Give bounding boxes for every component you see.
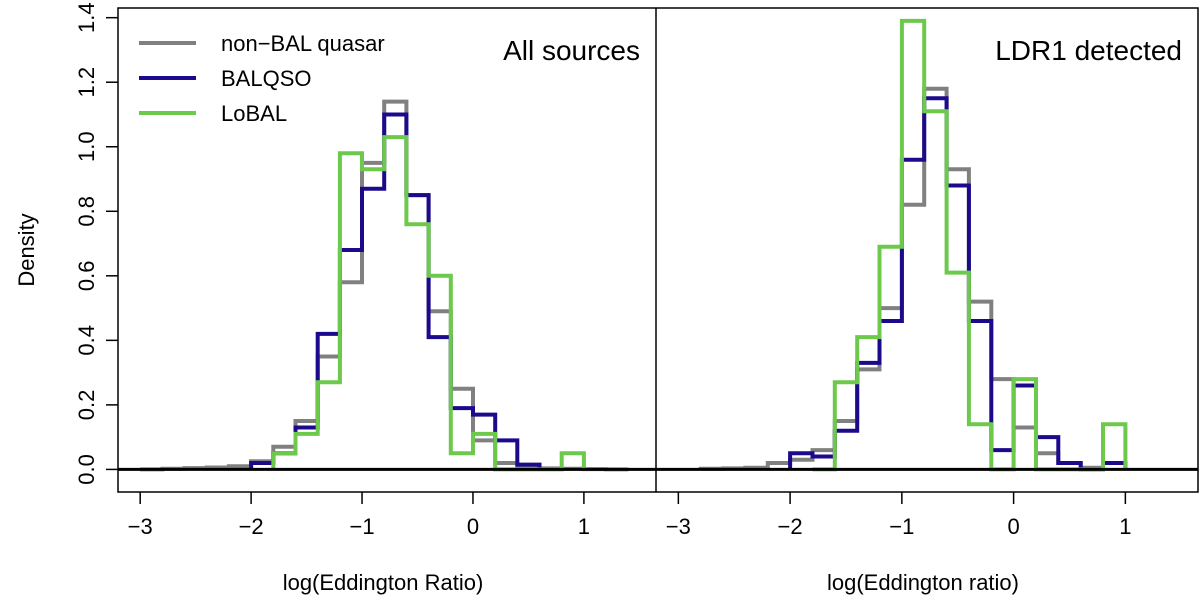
y-tick-label: 0.8	[74, 196, 99, 227]
panel-2-series-2-histogram	[788, 96, 1128, 472]
panel-2-series-1-histogram	[698, 86, 1128, 471]
panel-1-x-tick-label: −1	[349, 514, 374, 539]
y-tick-label: 1.0	[74, 131, 99, 162]
plot-frame	[117, 7, 1199, 493]
text-layer: −3 −2 −1 0 1 log(Eddington Ratio) All sources −…	[14, 2, 1182, 595]
legend-label-3: LoBAL	[221, 101, 287, 126]
panel-1-x-tick-label: 0	[467, 514, 479, 539]
y-tick-label: 0.2	[74, 390, 99, 421]
y-tick-label: 0.6	[74, 261, 99, 292]
panel-1-x-tick-label: −2	[239, 514, 264, 539]
panel-1-x-axis-title: log(Eddington Ratio)	[283, 570, 484, 595]
panel-2-x-tick-label: 0	[1007, 514, 1019, 539]
panel-2-x-tick-label: −2	[778, 514, 803, 539]
y-tick-label: 1.4	[74, 2, 99, 33]
panel-2-x-axis-title: log(Eddington ratio)	[827, 570, 1019, 595]
panel-1-x-tick-label: 1	[578, 514, 590, 539]
panel-2-label: LDR1 detected	[995, 35, 1182, 66]
y-axis-title: Density	[14, 213, 39, 286]
panel-2-x-tick-label: −1	[889, 514, 914, 539]
y-tick-label: 0.4	[74, 325, 99, 356]
panel-1-x-tick-label: −3	[128, 514, 153, 539]
legend-label-2: BALQSO	[221, 66, 311, 91]
panel-1-label: All sources	[503, 35, 640, 66]
y-tick-label: 0.0	[74, 454, 99, 485]
panel-2-x-tick-label: 1	[1119, 514, 1131, 539]
panel-1-series-2-histogram	[249, 112, 542, 470]
legend-label-1: non−BAL quasar	[221, 31, 385, 56]
y-tick-label: 1.2	[74, 67, 99, 98]
axes-layer	[106, 7, 1199, 504]
panel-2-x-tick-label: −3	[666, 514, 691, 539]
